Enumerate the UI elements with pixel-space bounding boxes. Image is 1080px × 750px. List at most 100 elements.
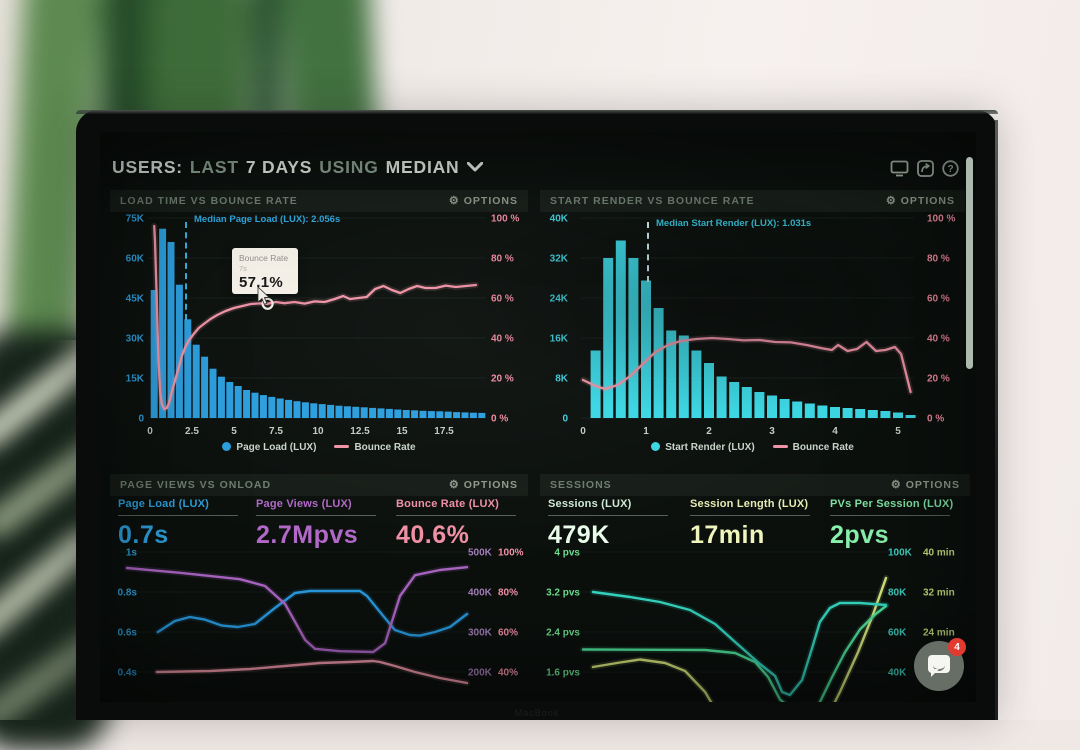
histogram-bar[interactable]: [360, 407, 368, 418]
sessions-lux-line[interactable]: [591, 590, 888, 697]
metric-value: 17min: [690, 521, 765, 549]
bounce-rate-line[interactable]: [581, 336, 912, 394]
histogram-bar[interactable]: [867, 410, 878, 418]
histogram-bar[interactable]: [615, 240, 626, 419]
histogram-bar[interactable]: [754, 392, 765, 418]
share-icon[interactable]: [917, 160, 934, 177]
histogram-bar[interactable]: [628, 258, 639, 418]
load-time-chart[interactable]: 75K 100 % 60K 80 % 45K 60 % 30K 40 % 15K 20 % 0 0 %…: [110, 212, 528, 444]
histogram-bar[interactable]: [603, 258, 614, 418]
histogram-bar[interactable]: [352, 406, 360, 418]
histogram-bar[interactable]: [817, 405, 828, 419]
histogram-bar[interactable]: [276, 398, 284, 419]
histogram-bar[interactable]: [394, 409, 402, 419]
y-axis-tick-left: 2.4 pvs: [546, 628, 580, 639]
histogram-bar[interactable]: [184, 319, 192, 418]
legend-item-line: Bounce Rate: [334, 442, 416, 453]
histogram-bar[interactable]: [243, 390, 251, 418]
histogram-bar[interactable]: [411, 410, 419, 418]
histogram-bar[interactable]: [792, 401, 803, 419]
histogram-bar[interactable]: [666, 330, 677, 419]
display-icon[interactable]: [890, 160, 909, 177]
histogram-bar[interactable]: [369, 407, 377, 418]
histogram-bar[interactable]: [251, 392, 259, 418]
options-button[interactable]: ⚙ OPTIONS: [890, 478, 960, 491]
sessions-chart[interactable]: 4 pvs 100K 40 min 3.2 pvs 80K 32 min 2.4 pvs 60…: [540, 545, 970, 702]
histogram-bar[interactable]: [880, 411, 891, 418]
histogram-bar[interactable]: [427, 411, 435, 418]
histogram-bar[interactable]: [159, 228, 167, 418]
histogram-bar[interactable]: [301, 402, 309, 418]
histogram-bar[interactable]: [590, 350, 601, 419]
options-button[interactable]: ⚙ OPTIONS: [448, 194, 518, 207]
histogram-bar[interactable]: [905, 415, 916, 418]
histogram-bar[interactable]: [335, 405, 343, 418]
histogram-bar[interactable]: [653, 308, 664, 418]
histogram-bar[interactable]: [461, 412, 469, 418]
metric-label: Bounce Rate (LUX): [396, 498, 500, 510]
histogram-bar[interactable]: [678, 335, 689, 419]
y-axis-tick-right-a: 40K: [888, 668, 907, 679]
histogram-bar[interactable]: [716, 376, 727, 419]
histogram-bar[interactable]: [327, 404, 335, 418]
panel-title: LOAD TIME VS BOUNCE RATE: [120, 195, 298, 207]
histogram-bar[interactable]: [893, 412, 903, 419]
histogram-bar[interactable]: [419, 410, 427, 418]
options-button[interactable]: ⚙ OPTIONS: [448, 478, 518, 491]
histogram-bar[interactable]: [855, 409, 866, 418]
median-marker-line: [185, 222, 187, 320]
histogram-bar[interactable]: [293, 401, 301, 418]
laptop-lid-rim: [76, 110, 998, 114]
help-icon[interactable]: ?: [942, 160, 959, 177]
options-button[interactable]: ⚙ OPTIONS: [885, 194, 955, 207]
histogram-bar[interactable]: [226, 382, 234, 418]
histogram-bar[interactable]: [691, 350, 702, 419]
page-views-lux-line[interactable]: [125, 566, 469, 654]
metric-bounce-rate: Bounce Rate (LUX) 40.6%: [396, 498, 524, 550]
metric-underline: [830, 515, 950, 516]
histogram-bar[interactable]: [209, 368, 217, 418]
scrollbar[interactable]: [966, 157, 973, 369]
histogram-bar[interactable]: [150, 290, 158, 418]
histogram-bar[interactable]: [201, 356, 209, 418]
histogram-bar[interactable]: [830, 407, 840, 418]
histogram-bar[interactable]: [641, 280, 651, 419]
histogram-bar[interactable]: [192, 344, 200, 418]
histogram-bar[interactable]: [385, 408, 393, 418]
histogram-bar[interactable]: [268, 396, 276, 418]
histogram-bar[interactable]: [842, 408, 853, 418]
histogram-bar[interactable]: [402, 410, 410, 418]
histogram-bar[interactable]: [804, 403, 815, 419]
dashboard-title-dropdown[interactable]: USERS: LAST 7 DAYS USING MEDIAN: [112, 154, 483, 180]
histogram-bar[interactable]: [444, 411, 452, 418]
histogram-bar[interactable]: [453, 412, 461, 418]
session-length-lux-line[interactable]: [591, 576, 888, 702]
histogram-bar[interactable]: [285, 399, 293, 418]
histogram-bar[interactable]: [741, 387, 752, 418]
pvs-per-session-lux-line[interactable]: [581, 604, 888, 702]
page-load-lux-line[interactable]: [156, 589, 469, 637]
histogram-bar[interactable]: [217, 376, 225, 418]
histogram-bar[interactable]: [436, 411, 444, 418]
chat-widget-button[interactable]: 4: [914, 638, 966, 691]
page-views-chart[interactable]: 1s 500K 100% 0.8s 400K 80% 0.6s 300K 60% 0.4s 200K…: [110, 545, 528, 702]
histogram-bar[interactable]: [377, 408, 385, 418]
histogram-bar[interactable]: [175, 284, 183, 418]
histogram-bar[interactable]: [469, 412, 477, 418]
histogram-bar[interactable]: [167, 242, 175, 418]
start-render-chart[interactable]: 40K 100 % 32K 80 % 24K 60 % 16K 40 % 8K 20 % 0 0 % 0…: [540, 212, 965, 444]
histogram-bar[interactable]: [343, 406, 351, 418]
histogram-bar[interactable]: [234, 386, 242, 418]
histogram-bar[interactable]: [704, 363, 714, 418]
histogram-bar[interactable]: [767, 395, 777, 419]
histogram-bar[interactable]: [779, 399, 790, 418]
histogram-bar[interactable]: [478, 412, 486, 418]
hover-point-marker: [261, 297, 274, 310]
y-axis-tick-right-a: 60K: [888, 628, 907, 639]
histogram-bar[interactable]: [259, 395, 267, 418]
histogram-bar[interactable]: [310, 403, 318, 418]
histogram-bar[interactable]: [318, 404, 326, 418]
bounce-rate-line[interactable]: [153, 224, 478, 411]
histogram-bar[interactable]: [729, 382, 740, 418]
bounce-rate-lux-line[interactable]: [155, 659, 469, 685]
